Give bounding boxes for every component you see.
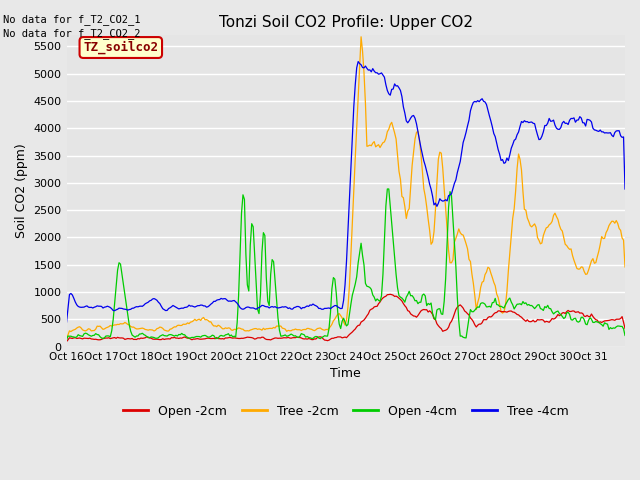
Text: No data for f_T2_CO2_2: No data for f_T2_CO2_2 [3,28,141,39]
Title: Tonzi Soil CO2 Profile: Upper CO2: Tonzi Soil CO2 Profile: Upper CO2 [219,15,473,30]
Text: TZ_soilco2: TZ_soilco2 [83,41,158,54]
Text: No data for f_T2_CO2_1: No data for f_T2_CO2_1 [3,13,141,24]
X-axis label: Time: Time [330,367,361,380]
Legend: Open -2cm, Tree -2cm, Open -4cm, Tree -4cm: Open -2cm, Tree -2cm, Open -4cm, Tree -4… [118,400,574,423]
Y-axis label: Soil CO2 (ppm): Soil CO2 (ppm) [15,144,28,239]
